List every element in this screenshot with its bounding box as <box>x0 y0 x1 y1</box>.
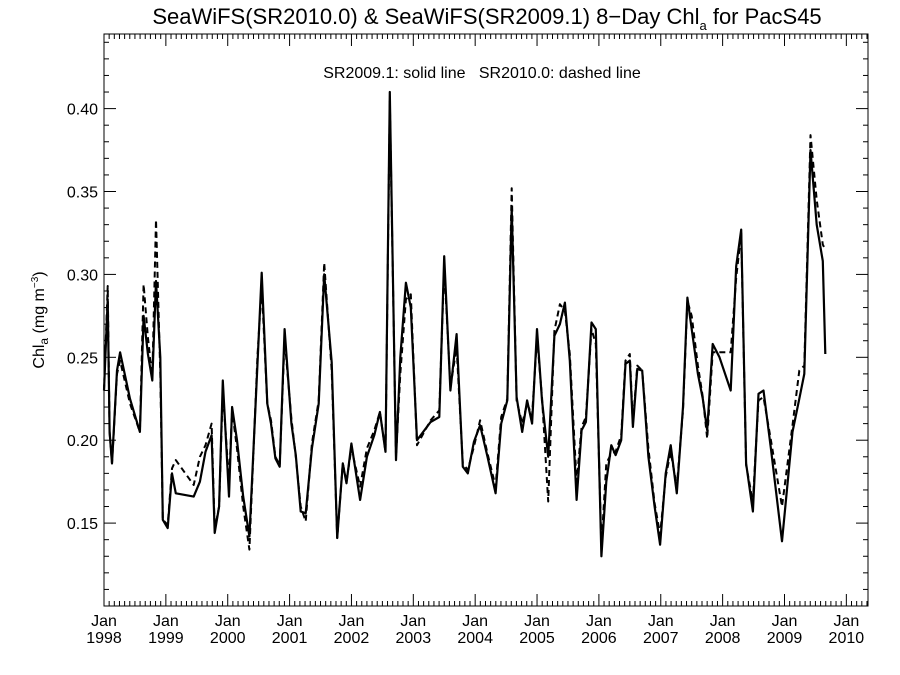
y-tick-label: 0.35 <box>67 185 98 202</box>
x-tick-label-month: Jan <box>215 613 241 630</box>
x-tick-label-month: Jan <box>462 613 488 630</box>
y-tick-label: 0.40 <box>67 102 98 119</box>
x-tick-label-month: Jan <box>400 613 426 630</box>
y-tick-label: 0.15 <box>67 516 98 533</box>
x-tick-label-year: 2010 <box>829 630 865 647</box>
x-tick-label-year: 2001 <box>272 630 308 647</box>
x-tick-label-month: Jan <box>524 613 550 630</box>
x-axis-ticks: Jan1998Jan1999Jan2000Jan2001Jan2002Jan20… <box>86 34 868 647</box>
x-tick-label-year: 2007 <box>643 630 679 647</box>
plot-frame <box>103 33 869 607</box>
x-tick-label-month: Jan <box>648 613 674 630</box>
x-tick-label-year: 2000 <box>210 630 246 647</box>
y-tick-label: 0.30 <box>67 267 98 284</box>
x-tick-label-month: Jan <box>586 613 612 630</box>
chart-subtitle: SR2009.1: solid line SR2010.0: dashed li… <box>323 65 641 82</box>
y-axis-label: Chla (mg m−3) <box>30 271 51 368</box>
x-tick-label-month: Jan <box>772 613 798 630</box>
x-tick-label-month: Jan <box>710 613 736 630</box>
x-tick-label-month: Jan <box>277 613 303 630</box>
x-tick-label-year: 2004 <box>457 630 493 647</box>
x-tick-label-month: Jan <box>91 613 117 630</box>
y-axis-ticks: 0.15 0.20 0.25 0.30 0.35 0.40 <box>67 41 868 607</box>
series-layer <box>102 90 827 558</box>
x-tick-label-year: 2002 <box>334 630 370 647</box>
series-line-dashed <box>103 99 827 551</box>
x-tick-label-year: 2006 <box>581 630 617 647</box>
chart-title: SeaWiFS(SR2010.0) & SeaWiFS(SR2009.1) 8−… <box>152 4 821 33</box>
x-tick-label-month: Jan <box>339 613 365 630</box>
x-tick-label-year: 2008 <box>705 630 741 647</box>
x-tick-label-year: 1999 <box>148 630 184 647</box>
x-tick-label-year: 1998 <box>86 630 122 647</box>
x-tick-label-year: 2005 <box>519 630 555 647</box>
series-line-solid <box>102 90 827 558</box>
y-tick-label: 0.25 <box>67 350 98 367</box>
x-tick-label-year: 2009 <box>767 630 803 647</box>
x-tick-label-month: Jan <box>153 613 179 630</box>
y-tick-label: 0.20 <box>67 433 98 450</box>
x-tick-label-year: 2003 <box>396 630 432 647</box>
x-tick-label-month: Jan <box>833 613 859 630</box>
